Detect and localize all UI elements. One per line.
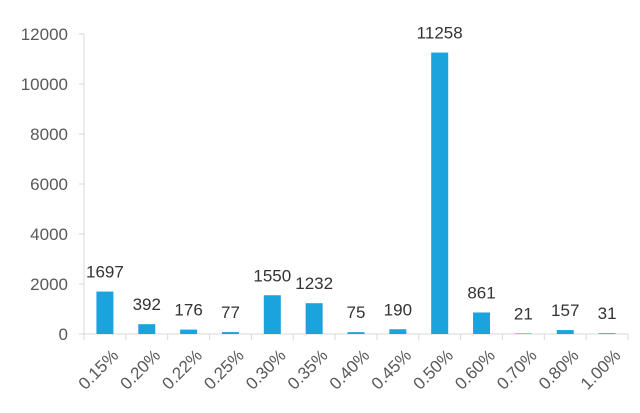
data-label: 1550 (253, 266, 291, 285)
data-label: 861 (467, 283, 495, 302)
bar-0-70pct (514, 333, 532, 334)
bar-0-35pct (305, 303, 323, 334)
x-tick-label: 0.70% (493, 346, 541, 394)
x-tick-label: 0.22% (158, 346, 206, 394)
bar-0-25pct (221, 332, 239, 334)
y-tick-label: 8000 (30, 125, 68, 144)
data-label: 157 (551, 301, 579, 320)
data-label: 77 (221, 303, 240, 322)
x-tick-label: 0.50% (409, 346, 457, 394)
data-label: 31 (598, 304, 617, 323)
x-tick-label: 0.80% (535, 346, 583, 394)
y-tick-label: 2000 (30, 275, 68, 294)
x-axis: 0.15%0.20%0.22%0.25%0.30%0.35%0.40%0.45%… (75, 333, 629, 394)
y-tick-label: 6000 (30, 175, 68, 194)
bar-0-15pct (96, 291, 114, 334)
x-tick-label: 0.20% (117, 346, 165, 394)
bar-0-22pct (180, 329, 198, 334)
bar-0-50pct (431, 52, 449, 335)
x-tick-label: 0.15% (75, 346, 123, 394)
y-tick-label: 10000 (21, 75, 68, 94)
x-tick-label: 0.40% (326, 346, 374, 394)
data-labels: 1697 392 176 77 1550 1232 75 190 11258 861 21 157 31 (86, 24, 617, 324)
y-tick-label: 0 (59, 325, 68, 344)
bar-1-00pct (598, 333, 616, 334)
y-axis: 0 2000 4000 6000 8000 10000 12000 (21, 25, 85, 344)
data-label: 392 (133, 295, 161, 314)
x-tick-label: 0.60% (451, 346, 499, 394)
bar-0-20pct (138, 324, 156, 334)
bar-0-30pct (263, 295, 281, 334)
x-tick-label: 0.35% (284, 346, 332, 394)
x-tick-label: 1.00% (577, 346, 625, 394)
x-tick-label: 0.45% (368, 346, 416, 394)
bars (96, 52, 616, 335)
y-tick-label: 4000 (30, 225, 68, 244)
bar-0-40pct (347, 332, 365, 334)
data-label: 11258 (417, 24, 463, 43)
bar-0-45pct (389, 329, 407, 334)
data-label: 1232 (295, 274, 333, 293)
bar-0-60pct (473, 312, 491, 334)
bar-0-80pct (556, 330, 574, 334)
x-tick-label: 0.30% (242, 346, 290, 394)
data-label: 21 (514, 304, 533, 323)
data-label: 176 (174, 301, 202, 320)
data-label: 190 (384, 300, 412, 319)
data-label: 1697 (86, 263, 124, 282)
y-tick-label: 12000 (21, 25, 68, 44)
data-label: 75 (347, 303, 366, 322)
x-tick-label: 0.25% (200, 346, 248, 394)
